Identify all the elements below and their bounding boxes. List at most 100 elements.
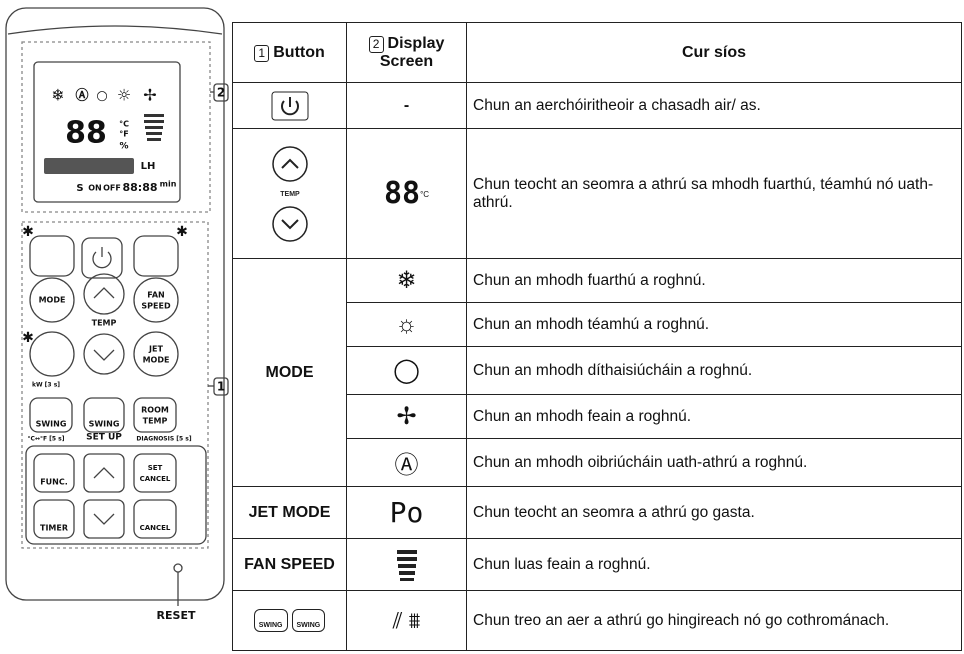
- power-button[interactable]: [81, 237, 123, 279]
- swing-button[interactable]: [83, 397, 125, 433]
- button-label: DIAGNOSIS [5 s]: [136, 436, 191, 443]
- fan-speed-icon: [396, 549, 417, 581]
- button[interactable]: [29, 235, 75, 277]
- timer-button[interactable]: [33, 499, 75, 539]
- display-text: min: [160, 180, 177, 189]
- svg-text:○: ○: [96, 89, 107, 104]
- display-cell: [346, 538, 467, 591]
- button-label: SPEED: [141, 302, 171, 311]
- jet-mode-button[interactable]: [133, 331, 179, 377]
- description: Chun treo an aer a athrú go hingireach n…: [466, 590, 962, 651]
- power-icon: [92, 247, 112, 269]
- button[interactable]: [133, 235, 179, 277]
- description: Chun an mhodh feain a roghnú.: [466, 394, 962, 439]
- button-label: SET: [148, 464, 163, 472]
- button-label: TEMP: [143, 417, 168, 426]
- button-label: CANCEL: [140, 475, 171, 483]
- display-text: %: [119, 142, 128, 152]
- button-label: FUNC.: [40, 478, 68, 487]
- button-label: SWING: [36, 420, 67, 429]
- swing-button: SWING: [253, 609, 288, 632]
- power-icon: [271, 91, 308, 120]
- arrow: [93, 513, 115, 525]
- display-text: OFF: [103, 184, 121, 193]
- description: Chun an mhodh fuarthú a roghnú.: [466, 258, 962, 303]
- reset-label: RESET: [157, 609, 196, 622]
- temp-up-button[interactable]: [83, 273, 125, 315]
- button-cell: SWING SWING: [232, 590, 347, 651]
- up-button[interactable]: [83, 453, 125, 493]
- button-label: JET: [148, 345, 163, 354]
- down-button[interactable]: [83, 499, 125, 539]
- swing-button[interactable]: [29, 397, 73, 433]
- header-number: 1: [254, 44, 270, 62]
- svg-text:Ⓐ: Ⓐ: [75, 88, 88, 104]
- description: Chun an mhodh téamhú a roghnú.: [466, 302, 962, 347]
- button-label: TEMP: [92, 319, 117, 328]
- func-button[interactable]: [33, 453, 75, 493]
- button-cell: JET MODE: [232, 486, 347, 539]
- callout-box: [213, 83, 229, 102]
- svg-text:✱: ✱: [176, 224, 188, 240]
- fan-speed-button[interactable]: [133, 277, 179, 323]
- header-label: Display Screen: [379, 34, 445, 70]
- button-label: kW [3 s]: [32, 382, 60, 389]
- display-text: LH: [141, 161, 156, 172]
- table: 1 Button 2 Display Screen Cur síos - Chun …: [232, 22, 962, 651]
- header-number: 2: [368, 35, 384, 53]
- display-text: S: [76, 183, 83, 194]
- description: Chun an mhodh oibriúcháin uath-athrú a r…: [466, 438, 962, 487]
- mode-icon: Ⓐ: [346, 438, 467, 487]
- remote-body: [5, 7, 225, 601]
- callout: 1: [217, 380, 225, 394]
- description: Chun teocht an seomra a athrú sa mhodh f…: [466, 128, 962, 259]
- display-text: 88:88: [122, 181, 157, 194]
- svg-text:✱: ✱: [22, 330, 34, 346]
- button-label: MODE: [143, 356, 170, 365]
- mode-icon: ❄: [346, 258, 467, 303]
- description: Chun an aerchóiritheoir a chasadh air/ a…: [466, 82, 962, 129]
- remote-control: 2 1 88 °C °F % LH S ON OFF 88:88 min ❄ Ⓐ ○…: [5, 7, 229, 622]
- buttons-box: [21, 221, 209, 549]
- display-digits: 88: [65, 116, 107, 151]
- header-cell: 1 Button: [232, 22, 347, 83]
- display-cell: 88°C: [346, 128, 467, 259]
- swing-button: SWING: [291, 609, 326, 632]
- mode-button[interactable]: [29, 277, 75, 323]
- display-digits: 88: [383, 176, 421, 211]
- header-cell: 2 Display Screen: [346, 22, 467, 83]
- header-label: Button: [273, 43, 325, 61]
- arrow: [93, 467, 115, 479]
- svg-text:✱: ✱: [22, 224, 34, 240]
- button-label: SET UP: [86, 433, 122, 443]
- svg-text:☼: ☼: [117, 86, 131, 105]
- display-box: [21, 41, 211, 213]
- callout: 2: [217, 86, 225, 100]
- set-up-box: [25, 445, 207, 545]
- temp-buttons: TEMP: [271, 145, 308, 242]
- button-cell: [232, 82, 347, 129]
- mode-icon: ◯: [346, 346, 467, 395]
- arrow: [93, 349, 115, 361]
- button-cell: TEMP: [232, 128, 347, 259]
- temp-down-button[interactable]: [83, 333, 125, 375]
- mode-icon: ✢: [346, 394, 467, 439]
- button-label: ROOM: [141, 406, 169, 415]
- button-label: TIMER: [40, 524, 68, 533]
- callout-box: [213, 377, 229, 396]
- display-text: ON: [88, 184, 102, 193]
- button-label: FAN: [147, 291, 164, 300]
- room-temp-button[interactable]: [133, 397, 177, 433]
- button-label: CANCEL: [140, 524, 171, 532]
- display-text: °C: [119, 120, 129, 129]
- kw-button[interactable]: [29, 331, 75, 377]
- svg-text:✢: ✢: [143, 86, 156, 105]
- button-label: MODE: [39, 296, 66, 305]
- set-cancel-button[interactable]: [133, 453, 177, 493]
- mode-icon: ☼: [346, 302, 467, 347]
- button-cell: FAN SPEED: [232, 538, 347, 591]
- remote-edge: [7, 25, 223, 35]
- cancel-button[interactable]: [133, 499, 177, 539]
- button-cell: MODE: [232, 258, 347, 487]
